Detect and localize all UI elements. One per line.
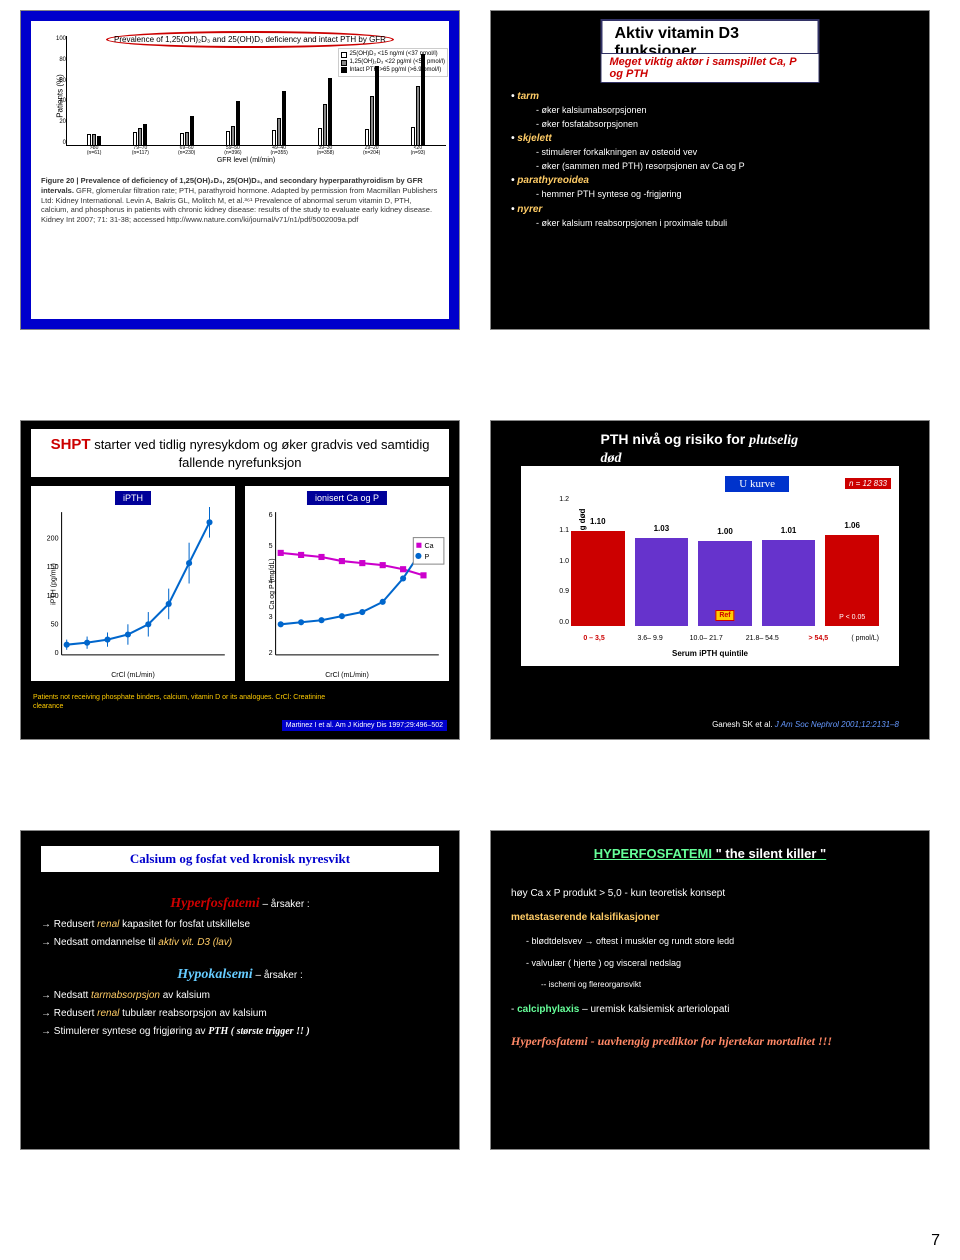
- slide3-note: Patients not receiving phosphate binders…: [33, 694, 349, 711]
- u-curve-chart: U kurve n = 12 833 Relativ risiko for pl…: [521, 466, 899, 666]
- slide-shpt: SHPT starter ved tidlig nyresykdom og øk…: [20, 420, 460, 740]
- bar-groups: [71, 46, 441, 146]
- figure-caption: Figure 20 | Prevalence of deficiency of …: [41, 176, 439, 225]
- section-sub: - øker kalsium reabsorpsjonen i proximal…: [536, 217, 909, 231]
- slide-vitamin-d3: Aktiv vitamin D3 funksjoner Meget viktig…: [490, 10, 930, 330]
- svg-text:0: 0: [55, 649, 59, 657]
- svg-text:6: 6: [269, 511, 273, 519]
- slide6-body: høy Ca x P produkt > 5,0 - kun teoretisk…: [511, 886, 909, 1051]
- hypokalsemi-heading: Hypokalsemi – årsaker :: [41, 962, 439, 987]
- y-ticks: 100806040200: [56, 36, 66, 146]
- mortality-footer: Hyperfosfatemi - uavhengig prediktor for…: [511, 1032, 909, 1051]
- bar-group: [302, 46, 348, 146]
- calcification-sub: - blødtdelsvev → oftest i muskler og run…: [526, 934, 909, 948]
- risk-x-labels: 0 – 3,53.6– 9.910.0– 21.721.8– 54.5> 54,…: [571, 635, 879, 642]
- risk-y-ticks: 0.00.91.01.11.2: [551, 496, 569, 626]
- risk-bar: 1.10: [571, 531, 625, 626]
- slide5-body: Hyperfosfatemi – årsaker : Redusert rena…: [41, 891, 439, 1139]
- calciphylaxis-line: - calciphylaxis – uremisk kalsiemisk art…: [511, 1002, 909, 1018]
- risk-bars: 1.101.031.00Ref1.011.06P < 0.05: [571, 506, 879, 626]
- slide2-subtitle: Meget viktig aktør i samspillet Ca, P og…: [601, 53, 820, 83]
- section-sub: - stimulerer forkalkningen av osteoid ve…: [536, 146, 909, 160]
- slide-calcium-phosphate: Calsium og fosfat ved kronisk nyresvikt …: [20, 830, 460, 1150]
- risk-bar: 1.03: [635, 538, 689, 626]
- section-heading: tarm: [511, 89, 909, 104]
- svg-text:Ca: Ca: [425, 542, 434, 550]
- cause-item: Redusert renal tubulær reabsorpsjon av k…: [41, 1005, 439, 1023]
- bar-group: [395, 46, 441, 146]
- metastaserende-heading: metastaserende kalsifikasjoner: [511, 912, 659, 923]
- svg-text:2: 2: [269, 649, 273, 657]
- bar-group: [256, 46, 302, 146]
- cause-item: Nedsatt tarmabsorpsjon av kalsium: [41, 987, 439, 1005]
- svg-text:200: 200: [47, 535, 59, 543]
- x-axis-label: GFR level (ml/min): [217, 157, 275, 164]
- slide1-inner: Patients (%) Prevalence of 1,25(OH)₂D₃ a…: [31, 21, 449, 319]
- ipth-chart: iPTH iPTH (pg/mL) 050100150200 CrCl (mL/…: [31, 486, 235, 681]
- section-sub: - øker (sammen med PTH) resorpsjonen av …: [536, 160, 909, 174]
- slide-prevalence-chart: Patients (%) Prevalence of 1,25(OH)₂D₃ a…: [20, 10, 460, 330]
- section-sub: - hemmer PTH syntese og -frigjøring: [536, 188, 909, 202]
- bar-group: [210, 46, 256, 146]
- bar-group: [164, 46, 210, 146]
- risk-bar: 1.01: [762, 540, 816, 626]
- section-sub: - øker kalsiumabsorpsjonen: [536, 104, 909, 118]
- slide-pth-risk: PTH nivå og risiko for plutselig død U k…: [490, 420, 930, 740]
- ca-p-chart: ionisert Ca og P Ca og P (mg/dL) Ca P 23…: [245, 486, 449, 681]
- svg-text:3: 3: [269, 613, 273, 621]
- cause-item: Redusert renal kapasitet for fosfat utsk…: [41, 916, 439, 934]
- caxp-line: høy Ca x P produkt > 5,0 - kun teoretisk…: [511, 886, 909, 902]
- cause-item: Stimulerer syntese og frigjøring av PTH …: [41, 1023, 439, 1041]
- hyperfosfatemi-heading: Hyperfosfatemi – årsaker :: [41, 891, 439, 916]
- ref-badge: Ref: [715, 610, 734, 621]
- cause-item: Nedsatt omdannelse til aktiv vit. D3 (la…: [41, 934, 439, 952]
- risk-bar: 1.06P < 0.05: [825, 535, 879, 626]
- section-heading: nyrer: [511, 202, 909, 217]
- section-heading: skjelett: [511, 131, 909, 146]
- bar-group: [349, 46, 395, 146]
- slide4-citation: Ganesh SK et al. J Am Soc Nephrol 2001;1…: [712, 720, 899, 729]
- slide3-citation: Martinez I et al. Am J Kidney Dis 1997;2…: [282, 720, 447, 731]
- slide6-title: HYPERFOSFATEMI " the silent killer ": [594, 846, 826, 861]
- slide4-title: PTH nivå og risiko for plutselig død: [601, 431, 820, 467]
- section-heading: parathyreoidea: [511, 173, 909, 188]
- x-ticks: >80(n=61)79–70(n=117)69–60(n=230)59–50(n…: [71, 146, 441, 156]
- svg-text:P: P: [425, 553, 430, 561]
- u-kurve-label: U kurve: [725, 476, 789, 492]
- svg-text:5: 5: [269, 542, 273, 550]
- risk-bar: 1.00Ref: [698, 541, 752, 626]
- svg-text:50: 50: [51, 620, 59, 628]
- slide-silent-killer: HYPERFOSFATEMI " the silent killer " høy…: [490, 830, 930, 1150]
- page-number: 7: [931, 1232, 940, 1250]
- calcification-sub: -- ischemi og flereorgansvikt: [541, 979, 909, 992]
- risk-x-title: Serum iPTH quintile: [672, 649, 748, 658]
- bar-group: [71, 46, 117, 146]
- slide3-title: SHPT starter ved tidlig nyresykdom og øk…: [31, 429, 449, 477]
- n-badge: n = 12 833: [845, 478, 891, 489]
- gfr-bar-chart: Patients (%) Prevalence of 1,25(OH)₂D₃ a…: [36, 26, 456, 166]
- section-sub: - øker fosfatabsorpsjonen: [536, 118, 909, 132]
- slide5-title: Calsium og fosfat ved kronisk nyresvikt: [41, 846, 439, 872]
- ipth-line: 050100150200: [31, 486, 235, 681]
- slide2-body: tarm- øker kalsiumabsorpsjonen- øker fos…: [511, 89, 909, 319]
- slide3-charts: iPTH iPTH (pg/mL) 050100150200 CrCl (mL/…: [31, 486, 449, 681]
- bar-group: [117, 46, 163, 146]
- calcification-sub: - valvulær ( hjerte ) og visceral nedsla…: [526, 956, 909, 970]
